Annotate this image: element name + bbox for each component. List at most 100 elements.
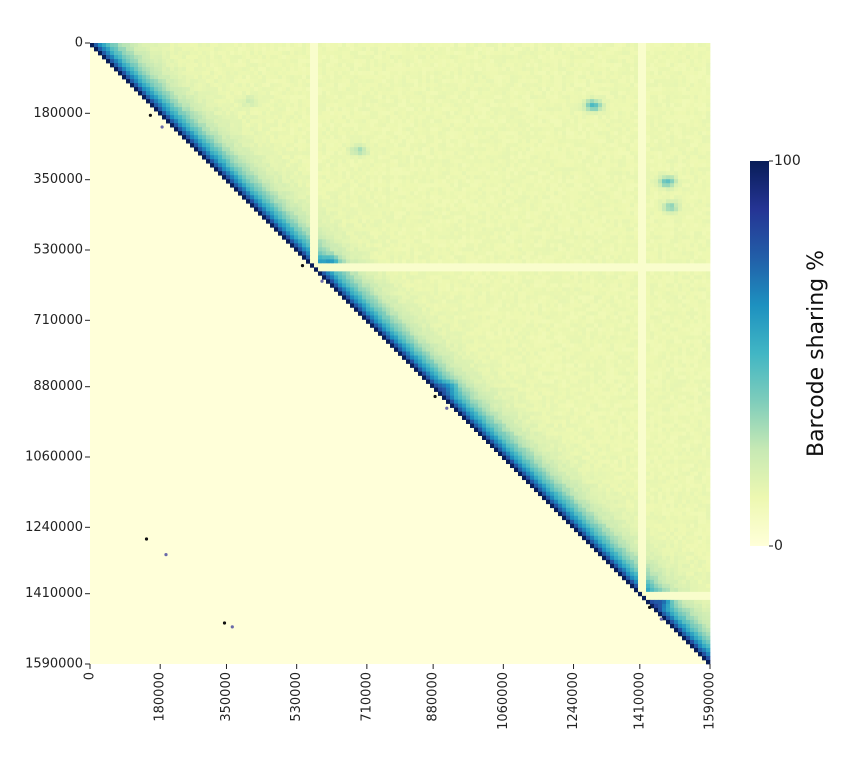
heatmap-cell xyxy=(418,63,423,68)
heatmap-cell xyxy=(618,103,623,108)
heatmap-cell xyxy=(262,107,267,112)
heatmap-cell xyxy=(262,71,267,76)
heatmap-cell xyxy=(586,127,591,132)
heatmap-cell xyxy=(438,83,443,88)
heatmap-cell xyxy=(418,155,423,160)
heatmap-cell xyxy=(690,135,695,140)
heatmap-cell xyxy=(598,155,603,160)
heatmap-cell xyxy=(426,127,431,132)
heatmap-cell xyxy=(90,43,95,48)
heatmap-cell xyxy=(486,151,491,156)
heatmap-cell xyxy=(330,47,335,52)
heatmap-cell xyxy=(270,155,275,160)
heatmap-cell xyxy=(274,79,279,84)
heatmap-cell xyxy=(610,115,615,120)
heatmap-cell xyxy=(626,135,631,140)
heatmap-cell xyxy=(158,51,163,56)
heatmap-cell xyxy=(394,179,399,184)
heatmap-cell xyxy=(238,183,243,188)
heatmap-cell xyxy=(186,91,191,96)
heatmap-cell xyxy=(522,175,527,180)
heatmap-cell xyxy=(166,59,171,64)
heatmap-cell xyxy=(234,123,239,128)
heatmap-cell xyxy=(614,119,619,124)
heatmap-cell xyxy=(154,63,159,68)
heatmap-cell xyxy=(566,103,571,108)
heatmap-cell xyxy=(330,55,335,60)
heatmap-cell xyxy=(226,79,231,84)
heatmap-cell xyxy=(482,163,487,168)
heatmap-cell xyxy=(466,131,471,136)
heatmap-cell xyxy=(486,87,491,92)
heatmap-cell xyxy=(434,99,439,104)
heatmap-cell xyxy=(522,167,527,172)
heatmap-cell xyxy=(658,171,663,176)
heatmap-cell xyxy=(494,99,499,104)
heatmap-cell xyxy=(402,75,407,80)
heatmap-cell xyxy=(274,83,279,88)
heatmap-cell xyxy=(166,47,171,52)
heatmap-cell xyxy=(246,111,251,116)
heatmap-cell xyxy=(314,91,319,96)
heatmap-cell xyxy=(450,143,455,148)
heatmap-cell xyxy=(234,71,239,76)
heatmap-cell xyxy=(210,135,215,140)
heatmap-cell xyxy=(258,171,263,176)
heatmap-cell xyxy=(418,67,423,72)
heatmap-cell xyxy=(250,47,255,52)
heatmap-cell xyxy=(410,171,415,176)
heatmap-cell xyxy=(666,87,671,92)
heatmap-cell xyxy=(250,179,255,184)
heatmap-cell xyxy=(590,79,595,84)
heatmap-cell xyxy=(474,175,479,180)
heatmap-cell xyxy=(490,71,495,76)
heatmap-cell xyxy=(290,171,295,176)
heatmap-cell xyxy=(494,119,499,124)
heatmap-cell xyxy=(390,91,395,96)
heatmap-cell xyxy=(622,83,627,88)
heatmap-cell xyxy=(338,95,343,100)
heatmap-cell xyxy=(178,123,183,128)
heatmap-cell xyxy=(390,67,395,72)
heatmap-cell xyxy=(230,183,235,188)
heatmap-cell xyxy=(218,103,223,108)
heatmap-cell xyxy=(570,127,575,132)
heatmap-cell xyxy=(658,59,663,64)
heatmap-cell xyxy=(226,155,231,160)
heatmap-cell xyxy=(190,79,195,84)
heatmap-cell xyxy=(690,155,695,160)
heatmap-cell xyxy=(442,55,447,60)
heatmap-cell xyxy=(422,139,427,144)
heatmap-cell xyxy=(582,87,587,92)
heatmap-cell xyxy=(622,51,627,56)
heatmap-cell xyxy=(502,55,507,60)
heatmap-cell xyxy=(254,79,259,84)
heatmap-cell xyxy=(682,95,687,100)
heatmap-cell xyxy=(446,175,451,180)
heatmap-cell xyxy=(186,43,191,48)
heatmap-cell xyxy=(142,91,147,96)
heatmap-cell xyxy=(350,115,355,120)
heatmap-cell xyxy=(466,163,471,168)
heatmap-cell xyxy=(370,143,375,148)
heatmap-cell xyxy=(466,43,471,48)
heatmap-cell xyxy=(694,131,699,136)
heatmap-cell xyxy=(274,179,279,184)
heatmap-cell xyxy=(450,67,455,72)
heatmap-cell xyxy=(318,151,323,156)
heatmap-cell xyxy=(218,75,223,80)
heatmap-cell xyxy=(302,59,307,64)
heatmap-cell xyxy=(258,179,263,184)
heatmap-cell xyxy=(562,115,567,120)
heatmap-cell xyxy=(422,111,427,116)
heatmap-cell xyxy=(642,51,647,56)
heatmap-cell xyxy=(602,183,607,188)
heatmap-cell xyxy=(390,187,395,192)
heatmap-cell xyxy=(646,107,651,112)
heatmap-cell xyxy=(414,167,419,172)
heatmap-cell xyxy=(242,55,247,60)
heatmap-cell xyxy=(338,143,343,148)
heatmap-cell xyxy=(610,99,615,104)
heatmap-cell xyxy=(638,115,643,120)
heatmap-cell xyxy=(302,131,307,136)
